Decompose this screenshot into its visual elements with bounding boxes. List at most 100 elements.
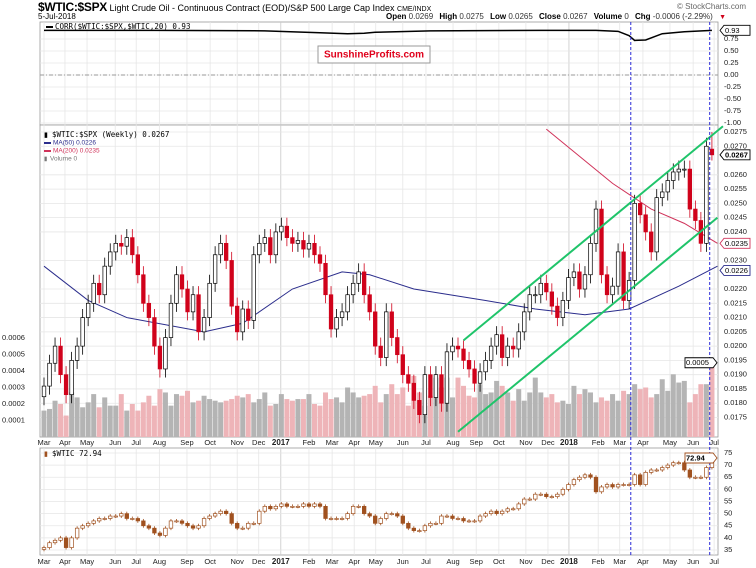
symbol-description: Light Crude Oil - Continuous Contract (E… bbox=[109, 3, 395, 13]
candle-body-down bbox=[284, 225, 290, 238]
candle-body-up bbox=[682, 168, 687, 171]
x-tick-label: Jun bbox=[397, 438, 409, 447]
x-tick-label: Apr bbox=[59, 438, 71, 447]
candle bbox=[687, 160, 692, 218]
candle bbox=[615, 243, 621, 295]
candle-body-down bbox=[157, 532, 163, 536]
volume-bar bbox=[461, 385, 467, 437]
candle-body-down bbox=[544, 493, 549, 498]
candle-body-up bbox=[262, 237, 267, 244]
candle bbox=[47, 354, 52, 395]
price-y-tick-label: 0.0175 bbox=[724, 412, 747, 421]
candle bbox=[654, 468, 659, 472]
candle bbox=[483, 351, 488, 381]
volume-bar bbox=[229, 399, 235, 437]
volume-bar bbox=[389, 384, 395, 437]
candle-body-up bbox=[505, 345, 510, 358]
candle-body-down bbox=[290, 237, 295, 244]
candle-body-down bbox=[268, 506, 273, 510]
candle bbox=[91, 518, 96, 526]
candle bbox=[676, 460, 681, 465]
volume-bar bbox=[405, 405, 411, 437]
x-tick-label: Apr bbox=[348, 438, 360, 447]
candle-body-up bbox=[477, 515, 483, 522]
candle bbox=[461, 340, 466, 369]
volume-bar bbox=[378, 402, 384, 437]
candle bbox=[212, 246, 218, 292]
candle bbox=[246, 521, 251, 531]
candle-body-down bbox=[179, 520, 185, 524]
candle-body-up bbox=[671, 462, 676, 466]
candle-body-down bbox=[593, 476, 599, 493]
wtic-y-tick-label: 55 bbox=[724, 496, 732, 505]
candle bbox=[345, 286, 350, 321]
candle bbox=[168, 294, 174, 347]
candle-body-up bbox=[698, 476, 704, 479]
candle bbox=[428, 366, 433, 407]
x-tick-label: Apr bbox=[59, 557, 71, 566]
ma50-last-tag-box bbox=[719, 265, 751, 276]
candle bbox=[428, 521, 433, 528]
candle bbox=[406, 521, 411, 531]
candle-body-down bbox=[119, 242, 124, 247]
volume-bar bbox=[245, 394, 251, 437]
candle-body-up bbox=[41, 385, 47, 398]
volume-bar bbox=[637, 389, 643, 437]
candle bbox=[224, 509, 229, 516]
volume-bar bbox=[659, 379, 665, 437]
candle-body-down bbox=[367, 294, 372, 313]
candle bbox=[615, 482, 621, 489]
corr-last-tag-text: 0.93 bbox=[725, 26, 740, 35]
candle-body-down bbox=[362, 506, 367, 514]
candle-body-up bbox=[251, 254, 256, 321]
candle-body-down bbox=[378, 345, 383, 358]
ma200-line bbox=[546, 128, 718, 244]
volume-bar bbox=[207, 399, 213, 437]
candle bbox=[411, 526, 416, 533]
x-tick-label: Jun bbox=[109, 557, 121, 566]
candle bbox=[621, 243, 626, 310]
candle-body-down bbox=[406, 522, 411, 529]
candle-body-up bbox=[240, 527, 245, 530]
candle bbox=[621, 482, 626, 487]
candle bbox=[146, 294, 152, 327]
candle-body-up bbox=[488, 345, 494, 361]
candle-body-up bbox=[455, 518, 461, 520]
candle-body-up bbox=[163, 337, 168, 370]
candle bbox=[516, 501, 521, 511]
wtic-candles bbox=[41, 456, 715, 552]
candle-body-up bbox=[450, 345, 455, 353]
wtic-y-tick-label: 40 bbox=[724, 533, 732, 542]
candle-body-up bbox=[538, 493, 543, 496]
candle bbox=[102, 516, 107, 521]
candle bbox=[461, 516, 466, 523]
x-tick-label: Mar bbox=[326, 557, 339, 566]
volume-bar bbox=[372, 385, 378, 437]
x-tick-label: Jun bbox=[397, 557, 409, 566]
candle-body-down bbox=[196, 294, 201, 333]
x-tick-label: Sep bbox=[180, 438, 193, 447]
candle-body-up bbox=[273, 506, 278, 510]
candle-body-down bbox=[373, 311, 378, 347]
candle bbox=[682, 460, 687, 472]
candle-body-up bbox=[279, 225, 284, 233]
candle-body-up bbox=[676, 168, 681, 173]
candle-body-up bbox=[527, 498, 532, 501]
volume-bar bbox=[703, 384, 709, 437]
candle-body-up bbox=[47, 542, 52, 548]
volume-bar bbox=[251, 402, 257, 437]
candle bbox=[494, 326, 499, 355]
candle-body-down bbox=[317, 254, 323, 264]
volume-bar bbox=[698, 384, 704, 437]
candle-body-down bbox=[610, 484, 615, 488]
candle bbox=[63, 535, 69, 550]
candle-body-up bbox=[516, 503, 521, 510]
copyright[interactable]: © StockCharts.com bbox=[676, 2, 746, 11]
corr-y-tick-label: 0.25 bbox=[724, 58, 739, 67]
candle bbox=[152, 526, 157, 535]
volume-bar bbox=[455, 377, 461, 437]
candle bbox=[367, 511, 372, 518]
volume-bar bbox=[516, 389, 522, 437]
candle bbox=[317, 501, 323, 509]
